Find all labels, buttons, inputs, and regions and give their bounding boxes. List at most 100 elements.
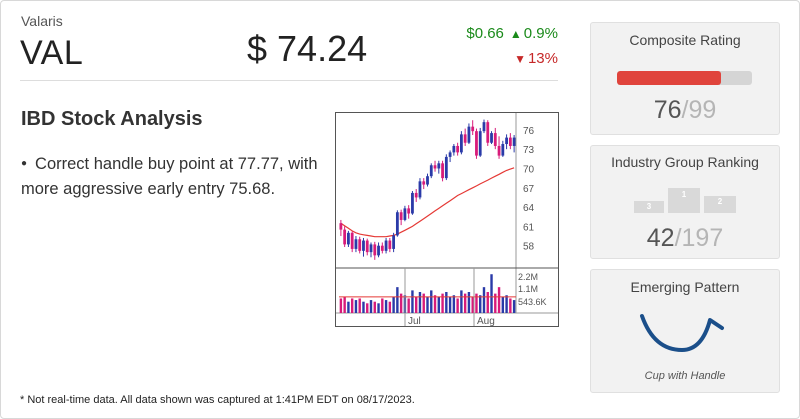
price-tick-label: 61 bbox=[523, 222, 535, 233]
volume-bar bbox=[490, 274, 493, 313]
volume-bar bbox=[362, 301, 365, 313]
volume-bar bbox=[448, 296, 452, 313]
ticker-symbol: VAL bbox=[20, 34, 84, 72]
volume-tick-label: 1.1M bbox=[518, 284, 538, 294]
candle-body bbox=[418, 181, 422, 198]
price-change-value: $0.66 bbox=[466, 25, 504, 42]
volume-tick-label: 543.6K bbox=[518, 297, 547, 307]
volume-bar bbox=[343, 296, 346, 313]
candle-body bbox=[452, 145, 456, 153]
volume-bar bbox=[388, 301, 392, 313]
candle-body bbox=[478, 131, 482, 156]
volume-bar bbox=[373, 301, 376, 313]
volume-bar bbox=[411, 290, 414, 313]
candle-body bbox=[384, 240, 388, 251]
price-change-pct: 0.9% bbox=[523, 25, 558, 42]
candle-body bbox=[471, 126, 475, 132]
price-tick-label: 64 bbox=[523, 203, 535, 214]
candle-body bbox=[512, 137, 516, 146]
candle-body bbox=[482, 122, 486, 132]
volume-bar bbox=[441, 293, 444, 313]
volume-bar bbox=[445, 292, 448, 313]
candle-body bbox=[403, 208, 407, 220]
podium-third: 3 bbox=[634, 201, 664, 213]
candle-body bbox=[350, 232, 354, 249]
moving-average-line bbox=[340, 167, 515, 238]
price-tick-label: 58 bbox=[523, 242, 535, 253]
volume-bar bbox=[384, 300, 388, 313]
arrow-down-icon: ▼ bbox=[514, 52, 526, 66]
industry-group-card[interactable]: Industry Group Ranking 3 1 2 42/197 bbox=[590, 145, 780, 259]
candle-body bbox=[422, 181, 426, 185]
volume-bar bbox=[339, 298, 343, 313]
volume-bar bbox=[433, 295, 437, 313]
volume-bar bbox=[437, 296, 440, 313]
candle-body bbox=[433, 165, 437, 169]
candle-body bbox=[444, 156, 448, 179]
volume-bar bbox=[415, 296, 418, 313]
emerging-pattern-card[interactable]: Emerging Pattern Cup with Handle bbox=[590, 269, 780, 393]
candle-body bbox=[407, 208, 411, 214]
candle-body bbox=[486, 122, 490, 143]
podium-first: 1 bbox=[668, 188, 700, 213]
volume-bar bbox=[456, 298, 459, 313]
stock-chart[interactable]: 76 73 70 67 64 61 58 2.2M 1.1M 543.6K Jul Aug bbox=[335, 112, 559, 327]
volume-bar bbox=[399, 293, 403, 313]
volume-bar bbox=[418, 292, 422, 313]
volume-bar bbox=[350, 298, 354, 313]
candle-body bbox=[411, 192, 414, 214]
volume-bar bbox=[377, 303, 380, 313]
price-change: $0.66 ▲ 0.9% bbox=[466, 25, 558, 42]
price-tick-label: 70 bbox=[523, 164, 535, 175]
candle-body bbox=[388, 240, 392, 249]
industry-group-value: 42/197 bbox=[591, 224, 779, 253]
candle-body bbox=[373, 244, 377, 256]
volume-bar bbox=[460, 290, 463, 313]
volume-bar bbox=[396, 287, 399, 313]
volume-bar bbox=[426, 296, 429, 313]
volume-bar bbox=[358, 298, 361, 313]
price-tick-label: 67 bbox=[523, 184, 535, 195]
candle-body bbox=[362, 240, 365, 251]
candle-body bbox=[448, 152, 452, 157]
composite-rating-fill bbox=[617, 71, 721, 85]
analysis-text: Correct handle buy point at 77.77, with … bbox=[21, 155, 318, 198]
volume-bar bbox=[407, 298, 410, 313]
podium-second: 2 bbox=[704, 196, 736, 213]
candle-body bbox=[377, 245, 380, 256]
volume-bar bbox=[463, 293, 467, 313]
industry-group-title: Industry Group Ranking bbox=[611, 154, 759, 170]
volume-bar bbox=[512, 300, 516, 313]
volume-bar bbox=[392, 296, 395, 313]
candle-body bbox=[467, 126, 471, 143]
volume-bar bbox=[369, 300, 373, 313]
volume-bar bbox=[509, 298, 512, 313]
date-label: Jul bbox=[408, 316, 421, 326]
volume-bar bbox=[347, 301, 350, 313]
candle-body bbox=[493, 133, 497, 146]
candle-body bbox=[456, 145, 460, 153]
candle-body bbox=[505, 137, 508, 145]
candle-body bbox=[343, 229, 347, 245]
footnote: * Not real-time data. All data shown was… bbox=[20, 394, 415, 406]
composite-rating-score: 76 bbox=[653, 96, 682, 124]
composite-rating-bar bbox=[617, 71, 752, 85]
volume-bar bbox=[422, 293, 425, 313]
volume-bar bbox=[479, 295, 482, 313]
price-tick-label: 73 bbox=[523, 145, 535, 156]
composite-rating-card[interactable]: Composite Rating 76/99 bbox=[590, 22, 780, 135]
analysis-bullet: ● Correct handle buy point at 77.77, with… bbox=[21, 151, 329, 202]
candle-body bbox=[365, 240, 369, 253]
composite-rating-denominator: /99 bbox=[681, 96, 717, 124]
volume-tick-label: 2.2M bbox=[518, 272, 538, 282]
candle-body bbox=[414, 192, 418, 198]
volume-bar bbox=[452, 295, 456, 313]
volume-bar bbox=[501, 296, 505, 313]
volume-change-pct: 13% bbox=[527, 50, 558, 67]
emerging-pattern-title: Emerging Pattern bbox=[630, 279, 740, 295]
candle-body bbox=[475, 131, 478, 156]
volume-bar bbox=[475, 293, 478, 313]
candle-body bbox=[508, 137, 512, 146]
candle-body bbox=[392, 235, 396, 249]
candle-body bbox=[395, 212, 399, 236]
